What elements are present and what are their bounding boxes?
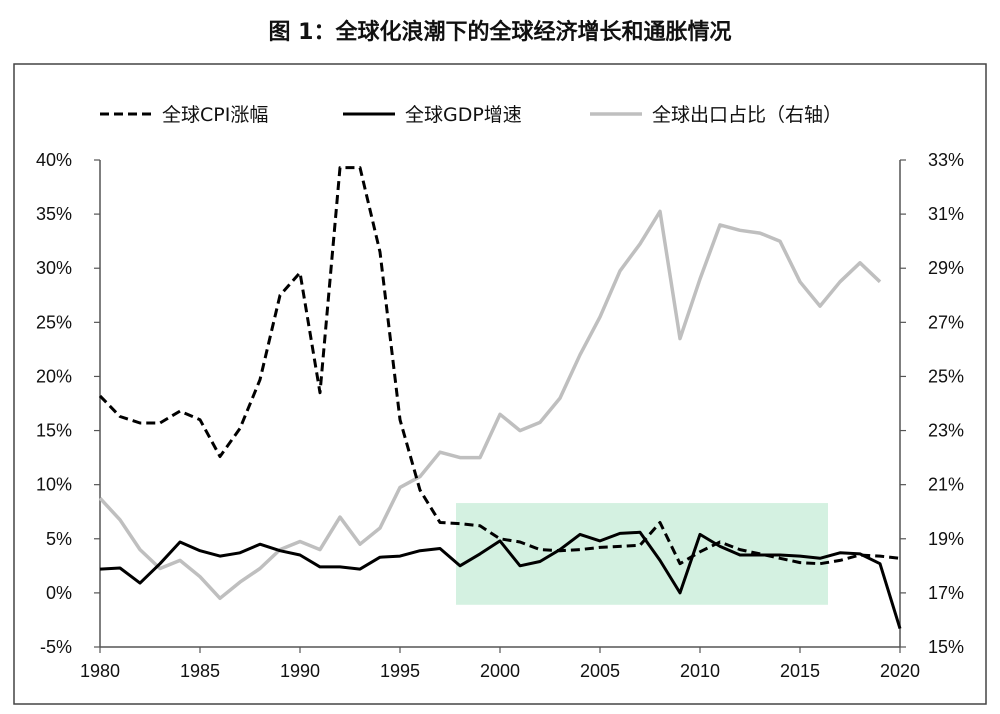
legend-export-share-label: 全球出口占比（右轴） [652,104,842,126]
legend-cpi-label: 全球CPI涨幅 [162,104,268,126]
y-tick-label-right: 17% [928,583,964,603]
y-tick-label-left: 25% [36,312,72,332]
y-tick-label-right: 21% [928,475,964,495]
legend-gdp: 全球GDP增速 [343,104,522,126]
y-tick-label-left: 5% [46,529,72,549]
x-tick-label: 2005 [580,661,620,681]
y-tick-label-left: -5% [40,637,72,657]
x-tick-label: 2020 [880,661,920,681]
plot-frame [13,63,987,705]
x-tick-label: 1995 [380,661,420,681]
y-tick-label-right: 25% [928,366,964,386]
y-tick-label-right: 15% [928,637,964,657]
x-tick-label: 1980 [80,661,120,681]
series-line-cpi [98,166,901,566]
y-tick-label-left: 30% [36,258,72,278]
legend-gdp-label: 全球GDP增速 [405,104,522,126]
x-tick-label: 2000 [480,661,520,681]
x-tick-label: 1985 [180,661,220,681]
y-tick-label-left: 20% [36,366,72,386]
legend-cpi: 全球CPI涨幅 [100,104,268,126]
legend-export-share: 全球出口占比（右轴） [590,104,842,126]
y-tick-label-right: 33% [928,150,964,170]
series-line-export-share [98,209,882,601]
y-tick-label-right: 27% [928,312,964,332]
x-tick-label: 2010 [680,661,720,681]
y-tick-label-right: 29% [928,258,964,278]
y-tick-label-left: 35% [36,204,72,224]
y-tick-label-right: 31% [928,204,964,224]
y-tick-label-left: 10% [36,475,72,495]
x-tick-label: 1990 [280,661,320,681]
y-tick-label-left: 0% [46,583,72,603]
x-tick-label: 2015 [780,661,820,681]
chart-title: 图 1：全球化浪潮下的全球经济增长和通胀情况 [268,20,732,45]
y-tick-label-left: 15% [36,421,72,441]
y-tick-label-right: 23% [928,421,964,441]
y-tick-label-left: 40% [36,150,72,170]
y-tick-label-right: 19% [928,529,964,549]
